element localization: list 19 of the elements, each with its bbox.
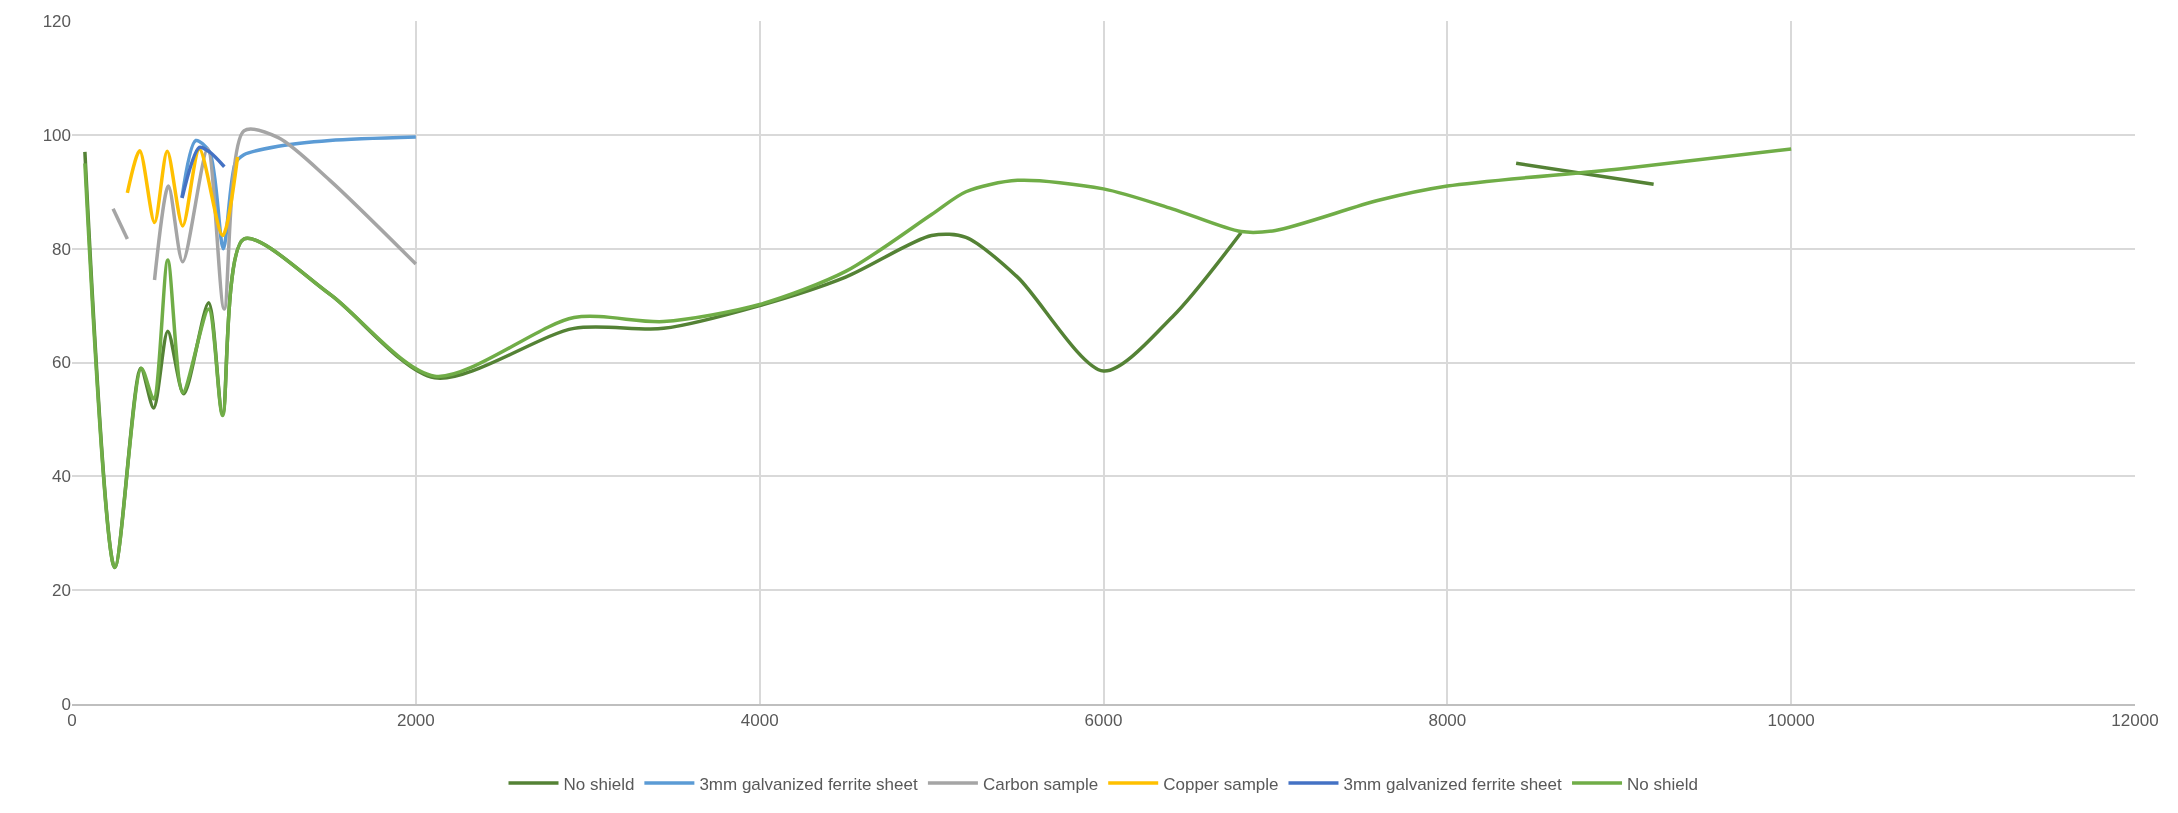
legend-label: No shield (1627, 774, 1698, 794)
x-tick-label: 2000 (396, 711, 435, 731)
legend-label: No shield (563, 774, 635, 794)
legend-label: 3mm galvanized ferrite sheet (699, 774, 918, 794)
x-tick-label: 12000 (2111, 711, 2159, 731)
y-tick-label: 100 (42, 125, 71, 145)
x-tick-label: 10000 (1767, 711, 1815, 731)
x-tick-label: 4000 (740, 711, 779, 731)
y-tick-label: 80 (52, 239, 71, 259)
y-tick-label: 60 (52, 353, 71, 373)
legend-label: Copper sample (1163, 774, 1279, 794)
legend-label: 3mm galvanized ferrite sheet (1343, 774, 1563, 794)
x-tick-label: 8000 (1428, 711, 1467, 731)
x-tick-label: 6000 (1084, 711, 1123, 731)
y-tick-label: 120 (42, 11, 71, 31)
legend-label: Carbon sample (982, 774, 1099, 794)
y-tick-label: 20 (52, 581, 71, 601)
y-tick-label: 0 (61, 694, 71, 714)
y-tick-label: 40 (52, 467, 71, 487)
